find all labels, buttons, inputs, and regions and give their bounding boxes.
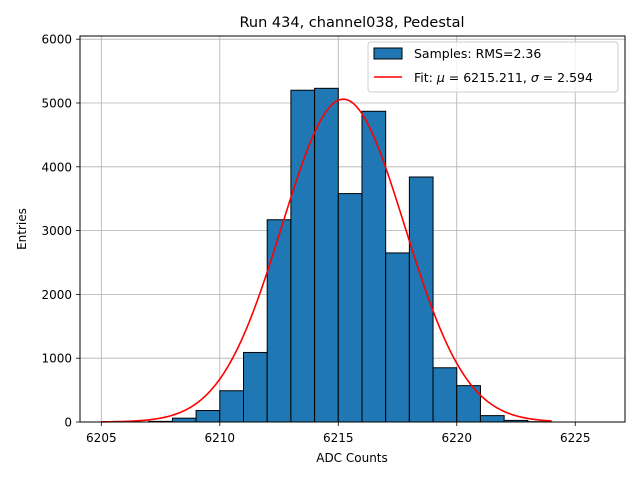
y-tick-label: 6000 [41,33,72,47]
x-tick-label: 6215 [323,431,354,445]
y-tick-label: 4000 [41,160,72,174]
legend-box [367,41,619,93]
histogram-bar [171,417,197,423]
histogram-bar [314,87,339,423]
histogram-bar [385,252,410,423]
legend-histogram-label: Samples: RMS=2.36 [414,46,541,61]
legend-fit-mu-value: = 6215.211, [445,70,531,85]
x-tick-label: 6220 [441,431,472,445]
plot-frame [79,35,626,423]
legend-fit-label: Fit: μ = 6215.211, σ = 2.594 [414,70,593,85]
legend: Samples: RMS=2.36 Fit: μ = 6215.211, σ =… [367,41,619,93]
x-tick-label: 6210 [205,431,236,445]
chart-title: Run 434, channel038, Pedestal [239,15,464,31]
y-axis-label: Entries [15,208,29,250]
fit-curve [101,98,552,423]
histogram-bar [243,351,268,423]
legend-fit-sigma-value: = 2.594 [539,70,593,85]
x-tick-label: 6225 [560,431,591,445]
fit-curve-group [101,98,552,423]
legend-histogram-swatch [373,47,403,60]
legend-fit-mu-symbol: μ [436,70,445,85]
y-tick-label: 2000 [41,288,72,302]
histogram-bar [266,219,292,423]
histogram-bar [479,415,505,423]
histogram-bar [337,193,363,423]
y-tick-label: 5000 [41,96,72,110]
y-tick-label: 3000 [41,224,72,238]
legend-fit-sigma-symbol: σ [531,70,540,85]
y-tick-label: 0 [64,416,72,430]
histogram-bar [219,390,245,423]
legend-fit-prefix: Fit: [414,70,437,85]
x-axis-ticks: 6205 6210 6215 6220 6225 [86,422,591,445]
x-axis-label: ADC Counts [316,451,388,465]
histogram-bar [432,367,458,423]
y-axis-ticks: 0 1000 2000 3000 4000 5000 6000 [41,33,80,430]
x-tick-label: 6205 [86,431,117,445]
histogram-bar [195,410,221,423]
y-tick-label: 1000 [41,352,72,366]
